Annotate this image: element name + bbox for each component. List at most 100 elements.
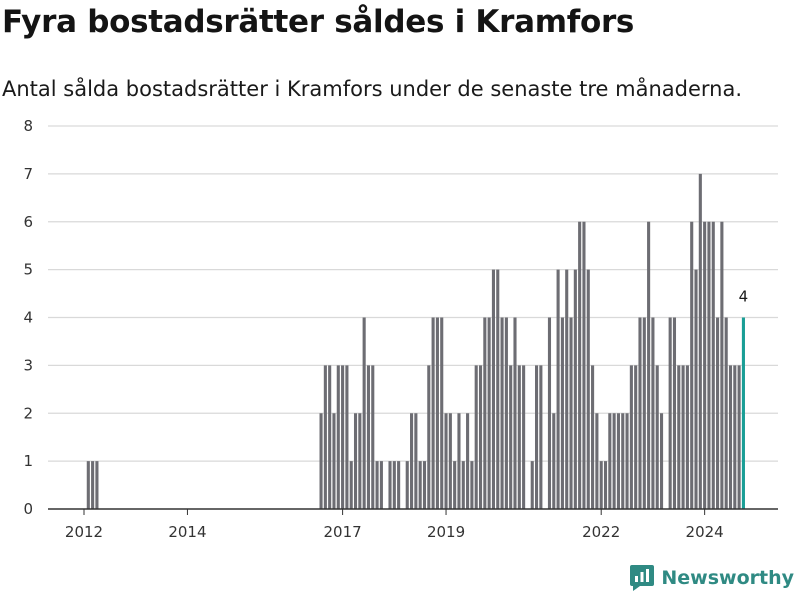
x-tick-label: 2017 [324, 523, 362, 541]
bar [427, 365, 431, 509]
bar [440, 317, 444, 509]
bar [513, 317, 517, 509]
bar [612, 413, 616, 509]
bar [483, 317, 487, 509]
bar [453, 461, 457, 509]
bar [457, 413, 461, 509]
bar [586, 269, 590, 509]
bar [629, 365, 633, 509]
bar [591, 365, 595, 509]
axes [48, 508, 778, 515]
x-tick-label: 2022 [582, 523, 620, 541]
bar [358, 413, 362, 509]
bar [487, 317, 491, 509]
bar [599, 461, 603, 509]
bar [410, 413, 414, 509]
bar [448, 413, 452, 509]
bar [375, 461, 379, 509]
brand-name: Newsworthy [661, 567, 794, 589]
bar [461, 461, 465, 509]
y-tick-label: 5 [23, 261, 33, 279]
bar [724, 317, 728, 509]
bar [625, 413, 629, 509]
x-tick-label: 2012 [65, 523, 103, 541]
bar [647, 221, 651, 509]
bar [323, 365, 327, 509]
bar [366, 365, 371, 509]
bar [720, 221, 724, 509]
bar [530, 461, 534, 509]
bar [703, 221, 707, 509]
bar [91, 461, 95, 509]
bar [547, 317, 552, 509]
bar [634, 365, 638, 509]
bar [582, 221, 586, 509]
bar [569, 317, 573, 509]
bar [621, 413, 625, 509]
bar [470, 461, 474, 509]
bar [95, 461, 99, 509]
y-tick-label: 8 [23, 117, 33, 135]
bar [491, 269, 495, 509]
bar [651, 317, 655, 509]
bar [608, 413, 612, 509]
bar [672, 317, 677, 509]
newsworthy-logo-icon [630, 565, 655, 591]
bar [371, 365, 375, 509]
bar [556, 269, 560, 509]
bar [422, 461, 427, 509]
bar [578, 221, 582, 509]
bar [435, 317, 439, 509]
bar [349, 461, 353, 509]
bar [362, 317, 366, 509]
bar [466, 413, 470, 509]
bar [522, 365, 526, 509]
y-tick-label: 2 [23, 404, 33, 422]
x-tick-label: 2024 [686, 523, 724, 541]
bar [659, 413, 664, 509]
bar [728, 365, 733, 509]
bar [655, 365, 659, 509]
bar [392, 461, 396, 509]
bar [552, 413, 556, 509]
bar [341, 365, 345, 509]
bar [698, 173, 702, 509]
x-tick-label: 2014 [168, 523, 206, 541]
bar [328, 365, 332, 509]
bar [405, 461, 409, 509]
bar [478, 365, 483, 509]
bar [474, 365, 478, 509]
bar [397, 461, 401, 509]
bars [86, 173, 745, 509]
y-tick-label: 1 [23, 452, 33, 470]
y-tick-label: 4 [23, 309, 33, 327]
bar [642, 317, 646, 509]
bar [539, 365, 543, 509]
bar [500, 317, 504, 509]
bar [504, 317, 508, 509]
bar [690, 221, 694, 509]
bar [681, 365, 685, 509]
bar [517, 365, 521, 509]
bar [319, 413, 323, 509]
bar [716, 317, 720, 509]
bar [737, 365, 741, 509]
bar [560, 317, 564, 509]
bar [444, 413, 448, 509]
bar [573, 269, 577, 509]
bar [86, 461, 90, 509]
gridlines [48, 125, 778, 462]
bar [668, 317, 672, 509]
bar [414, 413, 418, 509]
bar [711, 221, 715, 509]
chart-title: Fyra bostadsrätter såldes i Kramfors [2, 4, 635, 40]
bar [685, 365, 689, 509]
bar [379, 461, 383, 509]
bar [616, 413, 620, 509]
bar [496, 269, 500, 509]
bar [509, 365, 513, 509]
bar [595, 413, 599, 509]
bar [535, 365, 539, 509]
bar [707, 221, 711, 509]
